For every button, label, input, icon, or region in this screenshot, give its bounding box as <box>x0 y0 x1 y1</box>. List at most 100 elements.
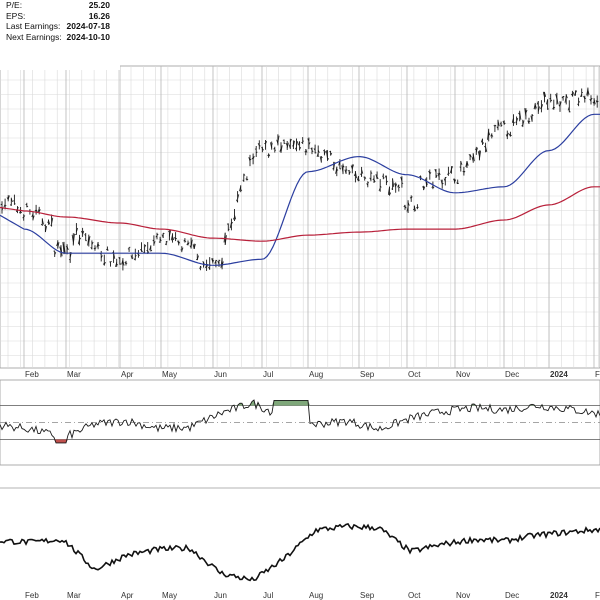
price-bar-open <box>422 186 424 189</box>
price-bar-open <box>425 178 428 187</box>
price-bar-open <box>440 179 443 185</box>
price-bar-open <box>552 106 555 110</box>
price-bar-close <box>259 145 261 147</box>
price-bar-open <box>403 204 406 208</box>
price-bar-open <box>322 149 325 152</box>
price-bar-close <box>565 94 568 99</box>
price-bar-close <box>441 182 444 185</box>
price-bar-close <box>116 263 119 266</box>
price-bar-close <box>196 255 199 260</box>
price-bar-open <box>189 245 192 248</box>
price-bar-open <box>186 242 189 246</box>
price-bar-open <box>496 126 499 129</box>
price-bar-open <box>13 200 15 202</box>
price-bar-open <box>449 168 452 174</box>
price-bar-open <box>319 156 322 162</box>
info-row-eps: EPS: 16.26 <box>0 11 120 22</box>
price-bar-open <box>294 147 297 150</box>
bottom-x-tick-label: Fe <box>595 591 600 600</box>
price-bar-close <box>445 176 447 179</box>
price-bar-close <box>510 134 512 137</box>
price-bar-open <box>47 221 49 223</box>
price-bar-open <box>397 184 400 188</box>
price-bar-close <box>559 101 562 107</box>
oscillator-line <box>0 399 600 444</box>
price-bar-open <box>428 170 431 174</box>
price-bar-open <box>366 183 369 186</box>
price-bar-close <box>48 220 51 225</box>
price-bar-close <box>562 95 565 98</box>
price-bar-open <box>279 148 282 152</box>
pe-label: P/E: <box>6 0 23 10</box>
price-bar-close <box>103 261 106 265</box>
price-bar-close <box>268 153 271 157</box>
price-bar-close <box>237 194 240 200</box>
price-bar-close <box>531 114 534 117</box>
price-bar-close <box>45 225 47 233</box>
price-bar-close <box>277 135 280 142</box>
price-bar-open <box>375 174 378 180</box>
price-bar-close <box>513 121 515 124</box>
price-bar-close <box>10 198 13 203</box>
price-bar-open <box>524 108 527 117</box>
price-bar-open <box>443 178 446 182</box>
price-bar-open <box>487 129 490 140</box>
price-bar-open <box>536 101 539 105</box>
price-bar-close <box>200 266 202 268</box>
price-bar-close <box>435 174 438 178</box>
price-bar-close <box>590 97 593 101</box>
price-bar-open <box>456 182 458 185</box>
price-bar-close <box>472 153 475 162</box>
price-bar-open <box>217 261 220 265</box>
price-bar-close <box>386 180 388 184</box>
bottom-x-tick-label: Sep <box>360 591 375 600</box>
price-bar-open <box>459 166 462 168</box>
oscillator-overbought-fill <box>0 400 600 406</box>
price-bar-close <box>355 171 357 179</box>
price-bar-close <box>221 261 224 267</box>
price-bar-open <box>152 239 155 242</box>
price-bar-close <box>392 178 395 188</box>
bottom-x-tick-label: Jul <box>263 591 273 600</box>
price-bar-open <box>257 143 260 146</box>
price-x-tick-label: Nov <box>456 370 470 379</box>
price-bar-close <box>169 230 171 237</box>
price-bar-close <box>23 215 26 218</box>
bottom-x-tick-label: Dec <box>505 591 519 600</box>
bottom-x-tick-label: Oct <box>408 591 421 600</box>
price-bar-close <box>311 150 314 152</box>
price-bar-close <box>26 205 29 208</box>
price-bar-close <box>339 168 342 170</box>
price-bar-open <box>37 208 40 213</box>
price-bar-open <box>316 152 319 157</box>
price-bar-close <box>575 90 578 94</box>
price-bar-close <box>138 254 140 256</box>
price-bar-close <box>379 185 382 188</box>
price-bar-open <box>505 134 508 138</box>
price-bar-close <box>224 235 227 245</box>
price-bar-close <box>17 206 19 209</box>
price-bar-open <box>139 249 142 252</box>
price-bar-open <box>276 139 279 145</box>
price-bar-open <box>589 98 592 102</box>
price-bar-close <box>522 120 525 126</box>
price-bar-close <box>41 219 44 225</box>
price-bar-close <box>100 255 103 259</box>
price-bar-open <box>270 142 273 149</box>
price-bar-open <box>539 107 542 110</box>
bottom-x-tick-label: Mar <box>67 591 81 600</box>
price-bar-open <box>468 154 471 156</box>
price-bar-close <box>460 161 463 165</box>
price-bar-close <box>438 172 441 175</box>
price-bar-close <box>373 179 376 183</box>
price-bar-close <box>289 138 292 143</box>
price-bar-close <box>336 169 339 171</box>
price-bar-close <box>469 154 472 158</box>
price-bar-close <box>587 89 590 95</box>
price-x-tick-label: Jul <box>263 370 273 379</box>
price-bar-close <box>544 92 547 97</box>
price-bar-open <box>133 257 136 261</box>
price-bar-open <box>434 169 437 173</box>
price-bar-open <box>44 224 46 226</box>
price-bar-close <box>240 189 243 192</box>
